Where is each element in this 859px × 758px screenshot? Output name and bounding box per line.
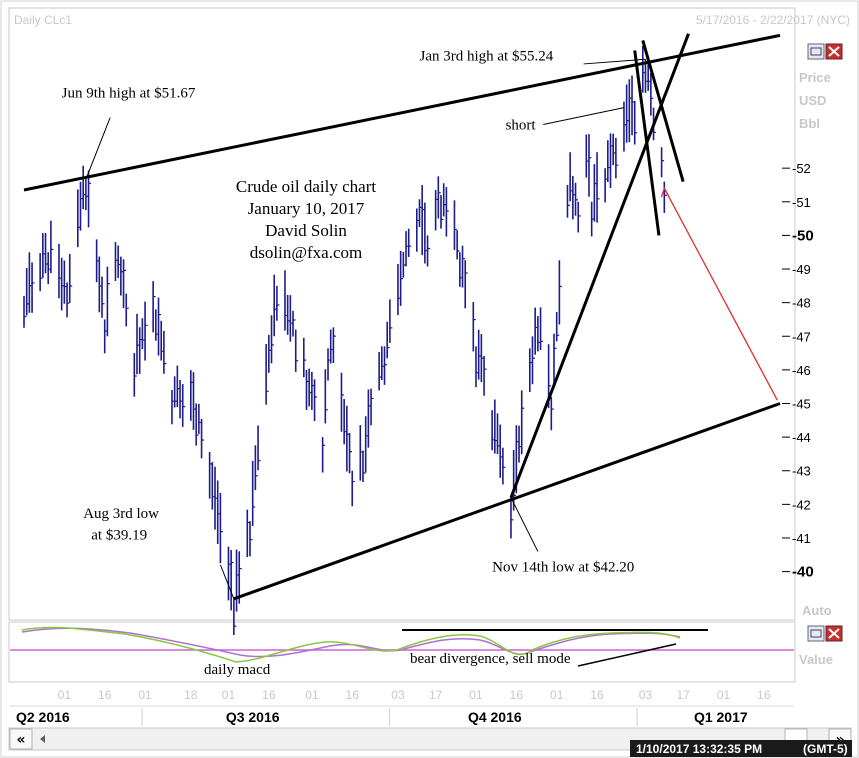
- axis-unit-label: USD: [799, 93, 826, 108]
- maximize-macd-button[interactable]: [807, 625, 825, 642]
- x-tick-label: 03: [639, 688, 653, 702]
- y-tick-label: -49: [792, 262, 811, 277]
- y-tick-label: -40: [792, 564, 814, 581]
- x-tick-label: 17: [676, 688, 690, 702]
- y-tick-label: -48: [792, 296, 811, 311]
- x-tick-label: 01: [469, 688, 483, 702]
- trendline: [641, 39, 685, 183]
- close-macd-button[interactable]: [825, 625, 843, 642]
- chart-title-line3: David Solin: [265, 221, 347, 240]
- quarter-label: Q2 2016: [16, 709, 70, 725]
- y-tick-label: -51: [792, 195, 811, 210]
- trendline: [23, 33, 781, 192]
- macd-line: [21, 626, 681, 663]
- scroll-first-button[interactable]: «: [9, 728, 33, 750]
- date-axis: 01 16 01 18 01 16 01 16 03 17 01 16 01 16 03 17 01 16 Q2 2…: [10, 688, 794, 726]
- x-tick-label: 16: [510, 688, 524, 702]
- annotation-pointer: [543, 107, 625, 125]
- macd-label: daily macd: [204, 662, 271, 678]
- x-tick-label: 01: [550, 688, 564, 702]
- date-range-label: 5/17/2016 - 2/22/2017 (NYC): [696, 13, 850, 27]
- price-axis: -40 -41 -42 -43 -44 -45 -46 -47 -48 -49 -50 -51 -52: [782, 161, 814, 581]
- quarter-label: Q1 2017: [694, 709, 748, 725]
- annotation-pointer: [85, 117, 111, 180]
- y-tick-label: -42: [792, 497, 811, 512]
- x-tick-label: 17: [429, 688, 443, 702]
- trendline: [633, 50, 661, 236]
- divergence-line-lower: [577, 643, 677, 667]
- close-panel-button[interactable]: [825, 43, 843, 60]
- annotation-label: Jan 3rd high at $55.24: [419, 49, 553, 65]
- x-tick-label: 16: [98, 688, 112, 702]
- chart-title-line2: January 10, 2017: [248, 199, 365, 218]
- quarter-label: Q3 2016: [226, 709, 280, 725]
- projection-arrowhead: [660, 186, 669, 198]
- macd-indicator: daily macd bear divergence, sell mode: [10, 626, 794, 678]
- chart-title-line4: dsolin@fxa.com: [250, 243, 362, 262]
- value-axis-label: Value: [799, 652, 833, 667]
- x-tick-label: 16: [590, 688, 604, 702]
- scroll-left-button[interactable]: [40, 735, 45, 743]
- projection-arrow: [663, 188, 778, 401]
- annotations: Jun 9th high at $51.67 Jan 3rd high at $5…: [62, 49, 646, 600]
- maximize-panel-button[interactable]: [807, 43, 825, 60]
- y-tick-label: -52: [792, 161, 811, 176]
- price-bars: [23, 46, 667, 636]
- y-tick-label: -44: [792, 430, 811, 445]
- x-tick-label: 18: [184, 688, 198, 702]
- x-tick-label: 01: [58, 688, 72, 702]
- auto-scale-label[interactable]: Auto: [802, 603, 832, 618]
- svg-text:«: «: [16, 732, 25, 748]
- main-panel-border: [8, 7, 796, 621]
- divergence-label: bear divergence, sell mode: [410, 651, 571, 667]
- trendline: [509, 33, 690, 499]
- macd-panel-border: [8, 621, 796, 683]
- annotation-pointer: [510, 497, 539, 552]
- x-tick-label: 01: [222, 688, 236, 702]
- x-tick-label: 03: [391, 688, 405, 702]
- y-tick-label: -43: [792, 464, 811, 479]
- trendline: [233, 402, 781, 601]
- annotation-label: Jun 9th high at $51.67: [62, 86, 196, 102]
- symbol-label: Daily CLc1: [14, 13, 72, 27]
- annotation-label: Nov 14th low at $42.20: [492, 560, 634, 576]
- axis-price-label: Price: [799, 70, 831, 85]
- chart-title-line1: Crude oil daily chart: [236, 177, 376, 196]
- annotation-pointer: [583, 58, 646, 65]
- axis-unit2-label: Bbl: [799, 116, 820, 131]
- x-tick-label: 16: [262, 688, 276, 702]
- annotation-label: Aug 3rd low: [83, 506, 159, 522]
- timezone-label: (GMT-5): [803, 742, 848, 756]
- annotation-pointer: [219, 564, 235, 600]
- y-tick-label: -47: [792, 329, 811, 344]
- timestamp-box: [630, 740, 852, 757]
- x-tick-label: 16: [346, 688, 360, 702]
- y-tick-label: -46: [792, 363, 811, 378]
- x-tick-label: 01: [138, 688, 152, 702]
- x-tick-label: 01: [305, 688, 319, 702]
- trendlines: [23, 33, 781, 601]
- y-tick-label: -45: [792, 397, 811, 412]
- quarter-label: Q4 2016: [468, 709, 522, 725]
- timestamp-label: 1/10/2017 13:32:35 PM: [636, 742, 762, 756]
- annotation-label: short: [506, 117, 537, 133]
- annotation-label: at $39.19: [91, 528, 147, 544]
- y-tick-label: -50: [792, 227, 814, 244]
- y-tick-label: -41: [792, 531, 811, 546]
- x-tick-label: 16: [757, 688, 771, 702]
- x-tick-label: 01: [717, 688, 731, 702]
